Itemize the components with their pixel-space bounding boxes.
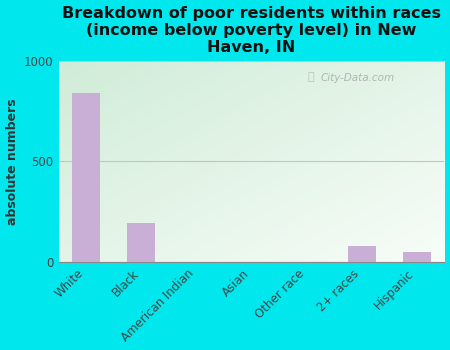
Bar (72, 93, 100, 262)
Title: Breakdown of poor residents within races
(income below poverty level) in New
Hav: Breakdown of poor residents within races… (62, 6, 441, 55)
Text: ⓘ: ⓘ (307, 72, 314, 82)
Bar (127, 223, 155, 262)
Text: City-Data.com: City-Data.com (321, 73, 395, 83)
Y-axis label: absolute numbers: absolute numbers (5, 98, 18, 225)
Bar (348, 246, 376, 262)
Bar (403, 252, 431, 262)
